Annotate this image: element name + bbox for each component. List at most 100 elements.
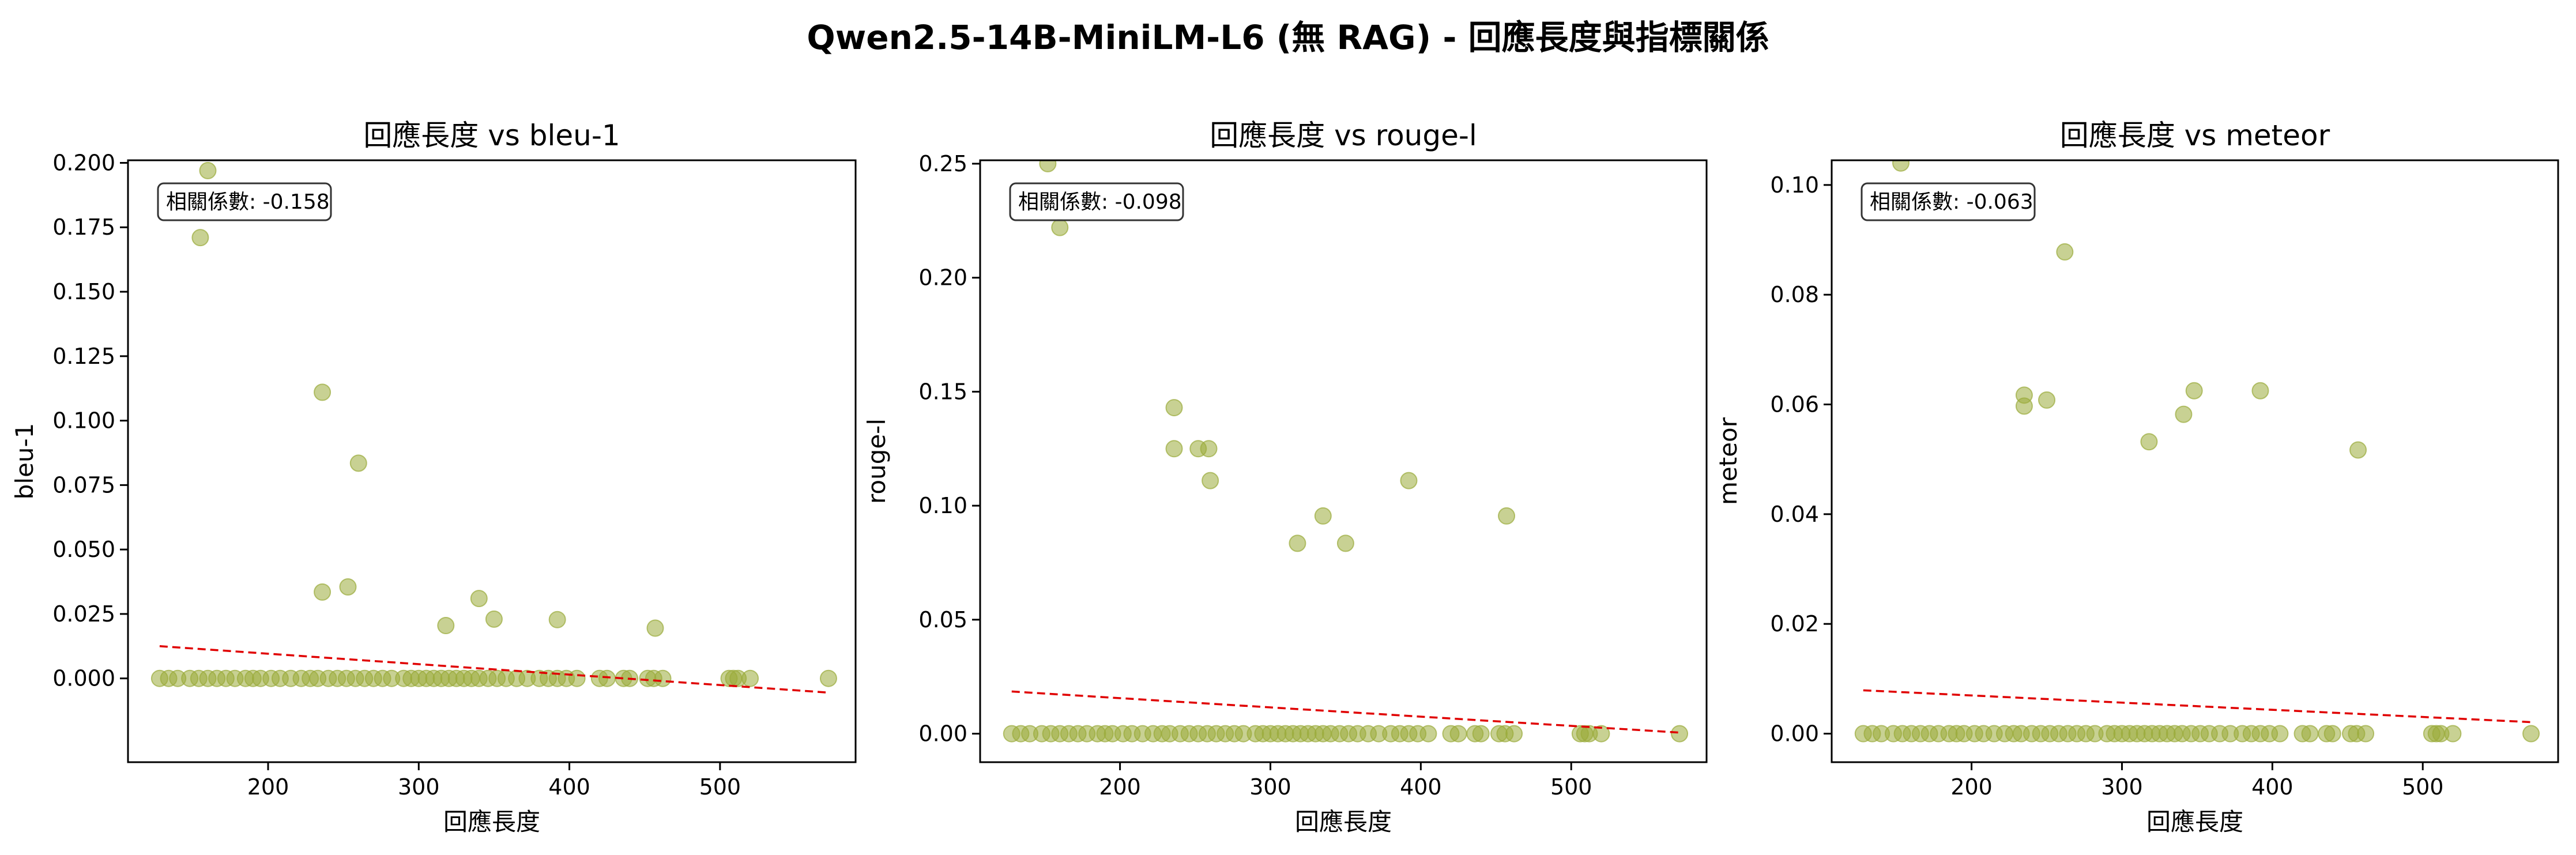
plot-frame	[1831, 159, 2559, 763]
correlation-label: 相關係數: -0.063	[1870, 190, 2033, 214]
scatter-points	[150, 161, 837, 687]
y-tick-label: 0.100	[52, 408, 115, 434]
panel-title: 回應長度 vs bleu-1	[363, 119, 620, 152]
x-tick-label: 200	[1099, 774, 1141, 800]
y-tick-label: 0.075	[52, 472, 115, 498]
scatter-points	[1003, 160, 1689, 743]
correlation-label: 相關係數: -0.098	[1018, 190, 1182, 214]
data-point	[1336, 534, 1354, 552]
data-point	[314, 383, 332, 401]
correlation-box	[157, 182, 332, 221]
data-point	[485, 610, 503, 628]
data-point	[191, 229, 209, 247]
scatter-points	[1854, 160, 2540, 743]
y-tick-label: 0.200	[52, 150, 115, 175]
data-point	[548, 611, 566, 628]
data-point	[2140, 433, 2158, 451]
data-point	[598, 669, 616, 687]
chart-panel-2: 回應長度 vs rouge-l 200 300 400 500 0.00 0.05 0.10 0…	[863, 119, 1708, 836]
data-point	[1314, 507, 1332, 525]
data-point	[2015, 397, 2033, 415]
x-tick-label: 400	[2251, 774, 2293, 800]
data-point	[1419, 725, 1437, 743]
data-point	[2038, 391, 2056, 409]
data-point	[1400, 472, 1418, 489]
data-point	[349, 454, 367, 472]
y-tick-label: 0.08	[1770, 282, 1819, 307]
data-point	[339, 578, 357, 596]
x-tick-label: 200	[247, 774, 289, 800]
y-tick-label: 0.050	[52, 537, 115, 562]
y-tick-label: 0.25	[918, 151, 967, 176]
y-tick-label: 0.10	[1770, 172, 1819, 198]
data-point	[1892, 160, 1910, 172]
data-point	[199, 161, 217, 179]
y-tick-label: 0.06	[1770, 392, 1819, 417]
data-point	[470, 590, 488, 608]
x-axis-label: 回應長度	[443, 808, 540, 836]
figure-title: Qwen2.5-14B-MiniLM-L6 (無 RAG) - 回應長度與指標關…	[807, 18, 1769, 57]
data-point	[1449, 725, 1467, 743]
correlation-label: 相關係數: -0.158	[166, 190, 330, 214]
y-tick-label: 0.125	[52, 344, 115, 369]
y-tick-label: 0.05	[918, 607, 967, 632]
data-point	[1472, 725, 1490, 743]
data-point	[1592, 725, 1610, 743]
y-axis-label: meteor	[1714, 417, 1742, 505]
data-point	[2056, 243, 2074, 261]
x-axis-label: 回應長度	[2146, 808, 2243, 836]
y-tick-label: 0.150	[52, 279, 115, 304]
trend-line	[159, 645, 829, 694]
data-point	[1289, 534, 1306, 552]
data-point	[314, 583, 332, 601]
plot-frame	[979, 159, 1708, 763]
data-point	[1202, 472, 1219, 489]
trend-line	[1863, 689, 2532, 724]
data-point	[2522, 725, 2540, 743]
x-tick-label: 400	[548, 774, 590, 800]
data-point	[1498, 507, 1516, 525]
data-point	[2349, 441, 2367, 459]
x-tick-label: 500	[2402, 774, 2444, 800]
data-point	[2271, 725, 2289, 743]
data-point	[1671, 725, 1689, 743]
y-axis-label: rouge-l	[863, 419, 891, 504]
chart-panel-3: 回應長度 vs meteor 200 300 400 500 0.00 0.02 0.04 0.…	[1714, 119, 2559, 836]
data-point	[2251, 382, 2269, 400]
data-point	[1200, 440, 1218, 458]
x-tick-label: 200	[1950, 774, 1993, 800]
trend-line	[1011, 690, 1680, 734]
y-tick-label: 0.000	[52, 666, 115, 691]
data-point	[2185, 382, 2203, 400]
x-tick-label: 400	[1400, 774, 1442, 800]
chart-panel-1: 回應長度 vs bleu-1 200 300 400 500 0.000 0.025 0.05…	[10, 119, 857, 836]
data-point	[2444, 725, 2462, 743]
data-point	[2301, 725, 2319, 743]
y-axis-label: bleu-1	[10, 423, 39, 500]
data-point	[1505, 725, 1523, 743]
correlation-box	[1009, 182, 1184, 221]
y-tick-label: 0.175	[52, 214, 115, 240]
data-point	[741, 669, 759, 687]
x-tick-label: 300	[2101, 774, 2143, 800]
x-tick-label: 300	[398, 774, 440, 800]
x-axis-label: 回應長度	[1295, 808, 1392, 836]
y-tick-label: 0.00	[1770, 721, 1819, 747]
y-tick-label: 0.15	[918, 379, 967, 404]
data-point	[654, 669, 672, 687]
panel-title: 回應長度 vs meteor	[2060, 119, 2330, 152]
data-point	[1165, 399, 1183, 417]
data-point	[2175, 405, 2193, 423]
panel-title: 回應長度 vs rouge-l	[1210, 119, 1477, 152]
plot-frame	[127, 159, 857, 763]
data-point	[646, 619, 664, 637]
y-tick-label: 0.025	[52, 601, 115, 627]
data-point	[2357, 725, 2375, 743]
data-point	[568, 669, 586, 687]
x-tick-label: 300	[1249, 774, 1291, 800]
data-point	[2323, 725, 2341, 743]
correlation-box	[1861, 182, 2036, 221]
x-tick-label: 500	[1550, 774, 1592, 800]
y-tick-label: 0.00	[918, 721, 967, 747]
